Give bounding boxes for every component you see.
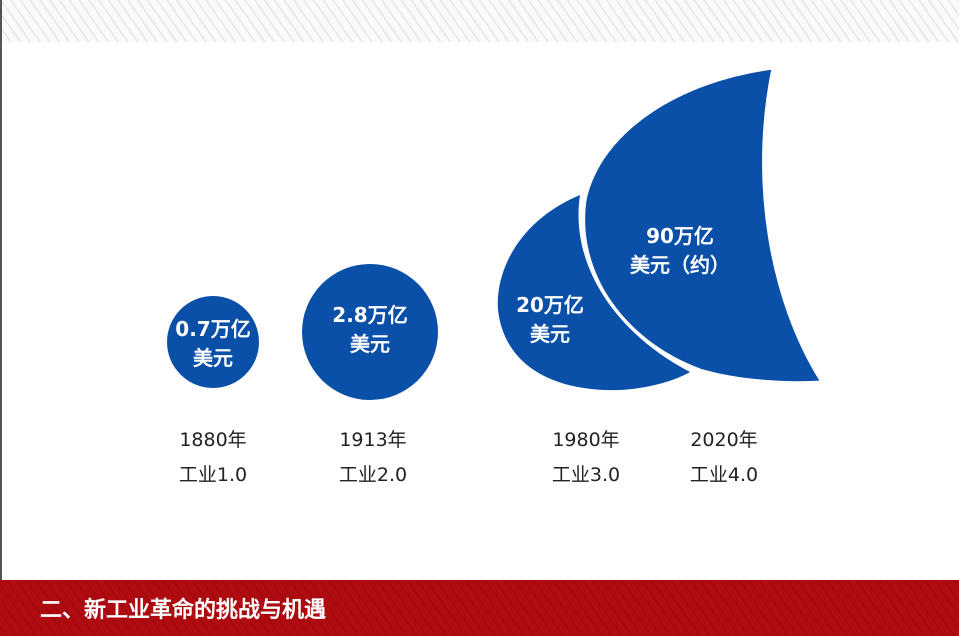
- labels: 0.7万亿美元1880年工业1.02.8万亿美元1913年工业2.020万亿美元…: [175, 224, 758, 486]
- stage-label: 工业1.0: [179, 464, 247, 486]
- stage-label: 工业4.0: [690, 464, 758, 486]
- value-text: 美元（约）: [630, 253, 730, 277]
- footer-title: 二、新工业革命的挑战与机遇: [40, 597, 326, 623]
- value-text: 美元: [350, 332, 390, 356]
- bubble-1: [167, 296, 259, 388]
- stage-label: 工业2.0: [339, 464, 407, 486]
- stage-label: 工业3.0: [552, 464, 620, 486]
- year-text: 1913年: [339, 429, 406, 451]
- year-text: 1880年: [179, 429, 246, 451]
- value-text: 90万亿: [646, 224, 714, 248]
- value-text: 0.7万亿: [175, 317, 250, 341]
- year-text: 2020年: [690, 429, 757, 451]
- bubble-3: [497, 195, 690, 391]
- bubble-2: [302, 264, 438, 400]
- footer-bar: [0, 580, 959, 636]
- value-text: 20万亿: [516, 293, 584, 317]
- value-text: 美元: [193, 346, 233, 370]
- top-band: [0, 0, 959, 42]
- value-text: 2.8万亿: [332, 303, 407, 327]
- year-text: 1980年: [552, 429, 619, 451]
- value-text: 美元: [530, 322, 570, 346]
- bubble-4: [582, 66, 825, 385]
